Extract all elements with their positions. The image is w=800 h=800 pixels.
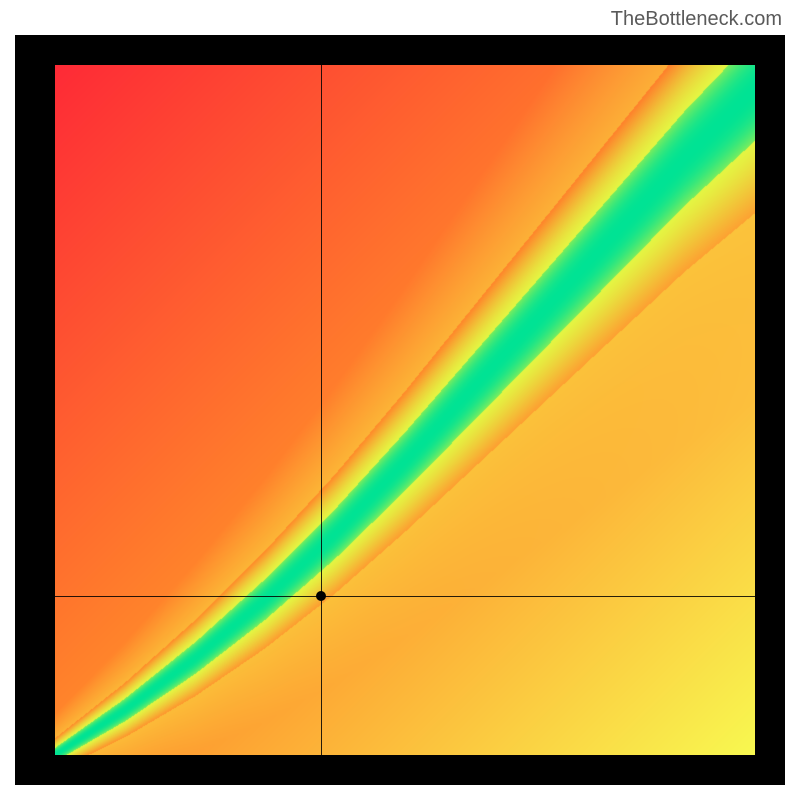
crosshair-point <box>316 591 326 601</box>
watermark-text: TheBottleneck.com <box>611 8 782 31</box>
heatmap-canvas <box>55 65 755 755</box>
plot-area <box>55 65 755 755</box>
crosshair-vertical <box>321 65 322 755</box>
chart-container: TheBottleneck.com <box>0 0 800 800</box>
crosshair-horizontal <box>55 596 755 597</box>
chart-frame <box>15 35 785 785</box>
